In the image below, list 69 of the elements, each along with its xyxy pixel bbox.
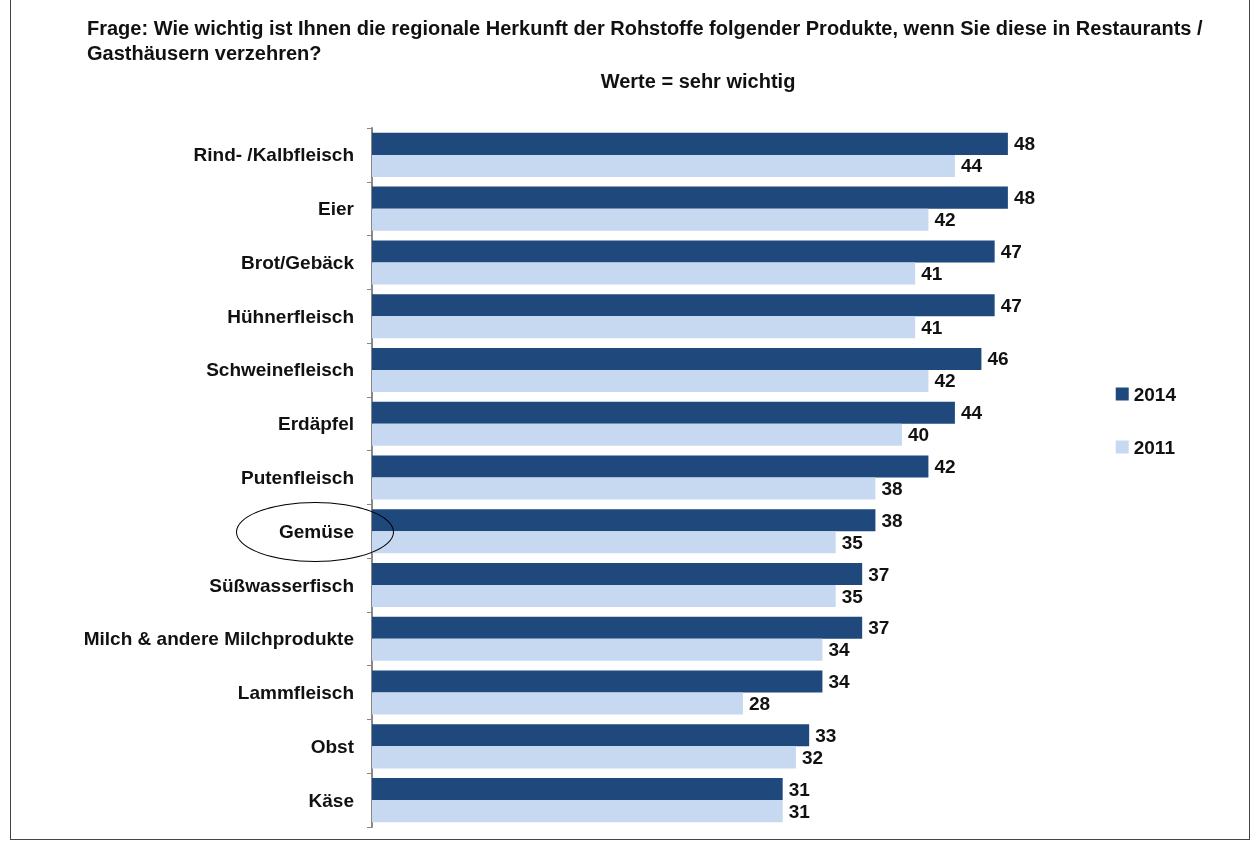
bar: [372, 477, 876, 500]
bar: [372, 778, 783, 801]
y-tick-label: Erdäpfel: [277, 413, 354, 435]
bar: [372, 724, 810, 747]
bar: [372, 423, 902, 446]
bar: [372, 616, 863, 639]
data-label: 48: [1013, 187, 1036, 209]
data-label: 44: [960, 155, 983, 177]
y-tick-label: Obst: [310, 735, 355, 757]
data-label: 40: [907, 424, 930, 446]
data-label: 38: [881, 478, 903, 500]
data-label: 32: [801, 746, 824, 768]
data-label: 28: [748, 693, 771, 715]
bar: [372, 670, 823, 693]
data-label: 35: [841, 585, 864, 607]
bar: [372, 800, 783, 823]
y-tick-label: Milch & andere Milchprodukte: [83, 628, 354, 650]
data-label: 44: [960, 402, 983, 424]
y-tick-label: Hühnerfleisch: [227, 305, 354, 327]
bar: [372, 294, 995, 317]
data-label: 42: [934, 370, 956, 392]
chart-subtitle: Werte = sehr wichtig: [600, 70, 796, 92]
y-tick-label: Lammfleisch: [237, 682, 354, 704]
y-tick-label: Gemüse: [279, 520, 354, 542]
data-label: 47: [1000, 294, 1022, 316]
data-label: 38: [881, 509, 903, 531]
data-label: 31: [788, 800, 811, 822]
bar: [372, 746, 796, 769]
data-label: 46: [987, 348, 1009, 370]
legend-label: 2014: [1133, 383, 1177, 405]
data-label: 37: [868, 617, 890, 639]
data-label: 37: [868, 563, 890, 585]
bar: [372, 347, 982, 370]
data-label: 31: [788, 778, 811, 800]
bar: [372, 186, 1008, 209]
bar: [372, 401, 955, 424]
bar: [372, 316, 916, 339]
chart-title: Frage: Wie wichtig ist Ihnen die regionale Herkunft der Rohstoffe folgender Produkte, wenn Sie diese in Restaurants / Gasthäusern verzehren?: [87, 16, 1209, 64]
y-tick-label: Süßwasserfisch: [209, 574, 354, 596]
data-label: 34: [828, 671, 850, 693]
data-label: 34: [828, 639, 850, 661]
bar: [372, 132, 1008, 155]
y-tick-label: Rind- /Kalbfleisch: [193, 144, 354, 166]
legend-label: 2011: [1133, 436, 1176, 458]
y-tick-label: Käse: [308, 789, 354, 811]
data-label: 33: [815, 724, 837, 746]
bar: [372, 531, 836, 554]
bar: [372, 638, 823, 661]
bar: [372, 154, 955, 177]
y-tick-label: Brot/Gebäck: [241, 251, 355, 273]
bar: [372, 208, 929, 231]
bar: [372, 240, 995, 263]
data-label: 41: [921, 316, 943, 338]
bar: [372, 369, 929, 393]
bar: [372, 262, 916, 285]
data-label: 48: [1013, 133, 1036, 155]
data-label: 47: [1000, 240, 1022, 262]
bar: [372, 509, 876, 532]
data-label: 41: [921, 262, 943, 284]
bar: [372, 562, 863, 586]
data-label: 42: [934, 455, 956, 477]
y-tick-label: Putenfleisch: [241, 467, 354, 488]
bar: [372, 455, 929, 478]
y-tick-label: Schweinefleisch: [206, 359, 354, 381]
data-label: 35: [841, 531, 864, 553]
y-tick-label: Eier: [318, 198, 355, 220]
bar: [372, 692, 743, 715]
data-label: 42: [934, 209, 956, 231]
bar: [372, 585, 836, 608]
